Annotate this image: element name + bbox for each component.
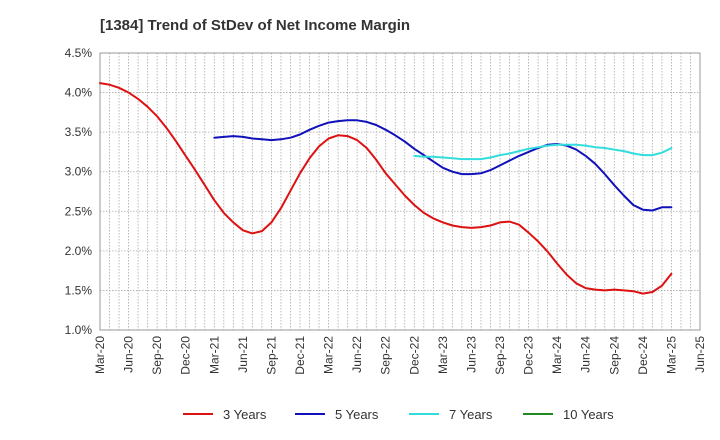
x-tick-label: Sep-20 [150, 336, 164, 375]
legend: 3 Years 5 Years 7 Years 10 Years [183, 407, 614, 422]
x-axis: Mar-20 Jun-20 Sep-20 Dec-20 Mar-21 Jun-21 Sep-… [93, 336, 707, 375]
x-tick-label: Jun-24 [579, 336, 593, 373]
chart-title: [1384] Trend of StDev of Net Income Marg… [100, 17, 410, 34]
plot-area [99, 52, 701, 331]
legend-label: 10 Years [563, 407, 614, 422]
x-tick-label: Dec-21 [293, 336, 307, 375]
series-line-3-years [99, 82, 673, 295]
x-tick-label: Jun-20 [122, 336, 136, 373]
series-line-7-years [413, 143, 673, 161]
legend-label: 7 Years [449, 407, 493, 422]
y-axis: 1.0% 1.5% 2.0% 2.5% 3.0% 3.5% 4.0% 4.5% [65, 46, 93, 337]
y-tick-label: 1.0% [65, 323, 93, 337]
x-tick-label: Mar-20 [93, 336, 107, 374]
x-tick-label: Sep-21 [264, 336, 278, 375]
x-tick-label: Mar-22 [322, 336, 336, 374]
x-tick-label: Dec-22 [407, 336, 421, 375]
x-tick-label: Sep-23 [493, 336, 507, 375]
y-tick-label: 2.5% [65, 204, 93, 218]
y-tick-label: 3.0% [65, 165, 93, 179]
x-tick-label: Jun-22 [350, 336, 364, 373]
x-tick-label: Mar-25 [664, 336, 678, 374]
x-tick-label: Sep-22 [379, 336, 393, 375]
x-tick-label: Sep-24 [607, 336, 621, 375]
y-tick-label: 2.0% [65, 244, 93, 258]
x-tick-label: Dec-24 [636, 336, 650, 375]
y-tick-label: 1.5% [65, 283, 93, 297]
grid [100, 53, 700, 330]
x-tick-label: Mar-23 [436, 336, 450, 374]
y-tick-label: 4.0% [65, 86, 93, 100]
series-group [99, 82, 673, 295]
legend-label: 5 Years [335, 407, 379, 422]
x-tick-label: Dec-23 [522, 336, 536, 375]
x-tick-label: Dec-20 [179, 336, 193, 375]
series-line-5-years [213, 119, 673, 212]
x-tick-label: Mar-21 [207, 336, 221, 374]
x-tick-label: Jun-25 [693, 336, 707, 373]
x-tick-label: Jun-21 [236, 336, 250, 373]
x-tick-label: Mar-24 [550, 336, 564, 374]
y-tick-label: 4.5% [65, 46, 93, 60]
y-tick-label: 3.5% [65, 125, 93, 139]
x-tick-label: Jun-23 [464, 336, 478, 373]
legend-label: 3 Years [223, 407, 267, 422]
